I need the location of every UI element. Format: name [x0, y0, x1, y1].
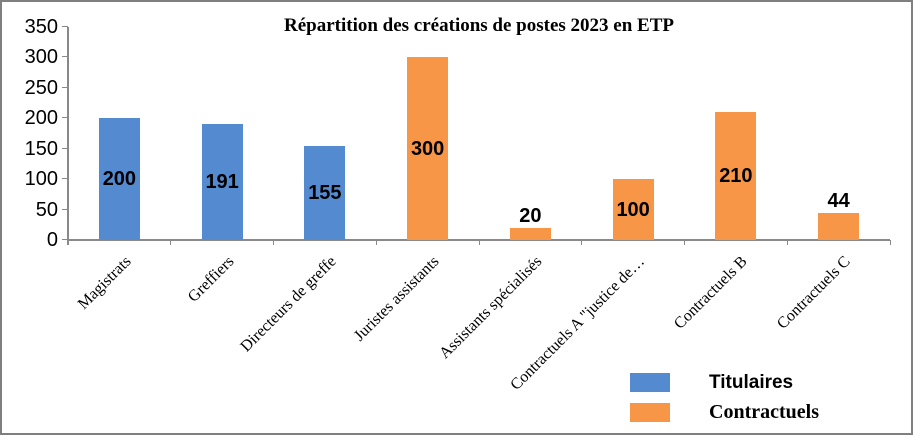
- y-axis-tick-label: 0: [46, 229, 58, 251]
- y-axis-tick-label: 200: [24, 107, 58, 130]
- x-axis-category-label: Assistants spécialisés: [436, 253, 546, 363]
- bar: [407, 57, 449, 240]
- chart-title: Répartition des créations de postes 2023…: [283, 15, 674, 36]
- y-axis-tick-label: 50: [35, 198, 58, 221]
- y-axis-tick-label: 300: [24, 46, 58, 69]
- y-axis-tick: [62, 178, 68, 180]
- bar: [612, 179, 654, 240]
- bar-value-label: 20: [519, 204, 542, 227]
- bar-value-label: 300: [410, 137, 445, 160]
- bar-value-label: 155: [308, 181, 342, 204]
- legend-label: Contractuels: [709, 401, 819, 423]
- bar-value-label: 200: [102, 168, 137, 191]
- x-axis-tick: [273, 240, 274, 245]
- legend-swatch: [630, 373, 670, 392]
- x-axis-category-label: Directeurs de greffe: [237, 253, 340, 356]
- x-axis-tick: [786, 240, 788, 245]
- bar-value-label: 191: [205, 170, 239, 193]
- x-axis-category-label: Magistrats: [74, 253, 135, 313]
- x-axis-tick: [67, 240, 69, 245]
- y-axis-tick-label: 100: [24, 168, 58, 191]
- bar: [98, 118, 140, 240]
- bar: [201, 123, 243, 240]
- x-axis-category-label: Contractuels B: [671, 253, 751, 333]
- bar: [818, 213, 860, 240]
- y-axis-tick-label: 150: [24, 137, 58, 160]
- bar: [509, 227, 551, 240]
- x-axis-category-label: Contractuels C: [774, 253, 854, 333]
- y-axis-tick: [62, 147, 68, 149]
- y-axis-tick: [62, 26, 68, 27]
- bar-value-label: 44: [827, 190, 850, 213]
- legend-swatch: [630, 403, 670, 422]
- bar-value-label: 210: [719, 165, 753, 188]
- x-axis-tick: [889, 240, 891, 245]
- legend-label: Titulaires: [709, 372, 794, 393]
- y-axis-tick: [62, 117, 68, 119]
- legend-item: Titulaires: [630, 373, 819, 392]
- bar-value-label: 100: [616, 198, 650, 221]
- x-axis-tick: [170, 240, 172, 245]
- x-axis-tick: [375, 240, 377, 245]
- y-axis-tick: [62, 56, 68, 58]
- y-axis-tick: [62, 239, 68, 240]
- x-axis-category-label: Greffiers: [184, 253, 238, 306]
- legend: Titulaires Contractuels: [630, 373, 819, 433]
- y-axis-tick: [62, 208, 68, 210]
- x-axis-tick: [581, 240, 583, 245]
- x-axis-tick: [478, 240, 480, 245]
- y-axis-tick: [62, 86, 68, 88]
- x-axis-category-label: Juristes assistants: [351, 253, 443, 345]
- legend-item: Contractuels: [630, 401, 819, 423]
- y-axis: [67, 27, 69, 245]
- y-axis-tick-label: 250: [24, 76, 58, 99]
- bar: [304, 145, 346, 240]
- y-axis-tick-label: 350: [24, 16, 58, 38]
- x-axis-tick: [684, 240, 685, 245]
- bar: [715, 112, 757, 240]
